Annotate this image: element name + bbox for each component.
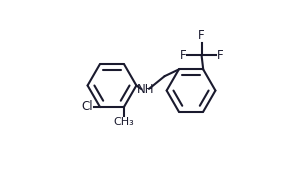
Text: F: F [180,49,186,62]
Text: F: F [217,49,223,62]
Text: F: F [198,29,205,42]
Text: CH₃: CH₃ [114,117,135,127]
Text: NH: NH [137,83,154,96]
Text: Cl: Cl [82,100,93,113]
